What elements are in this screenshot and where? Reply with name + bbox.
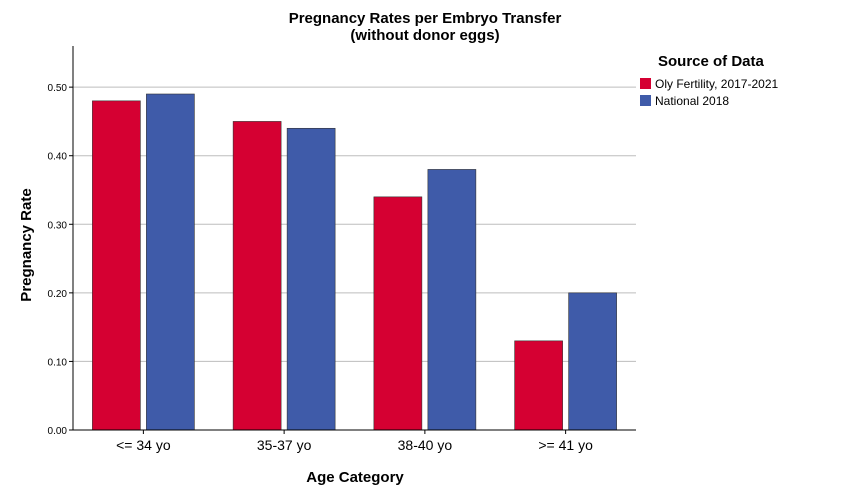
chart-subtitle: (without donor eggs) xyxy=(350,27,499,44)
x-axis-title: Age Category xyxy=(306,469,404,486)
chart-title: Pregnancy Rates per Embryo Transfer xyxy=(289,10,562,27)
y-tick-labels: 0.00 0.10 0.20 0.30 0.40 0.50 xyxy=(48,83,73,437)
y-tick-label: 0.40 xyxy=(48,152,68,163)
bar-national-2018-4 xyxy=(568,292,617,431)
y-tick-label: 0.30 xyxy=(48,220,68,231)
bar-national-2018-2 xyxy=(286,127,336,431)
x-tick-labels: <= 34 yo 35-37 yo 38-40 yo >= 41 yo xyxy=(116,430,593,453)
x-tick-label: <= 34 yo xyxy=(116,437,171,453)
y-tick-label: 0.10 xyxy=(48,357,68,368)
legend-label: Oly Fertility, 2017-2021 xyxy=(655,77,778,91)
legend-swatch xyxy=(640,78,651,89)
legend-label: National 2018 xyxy=(655,94,729,108)
x-tick-label: >= 41 yo xyxy=(538,437,593,453)
y-tick-label: 0.00 xyxy=(48,426,68,437)
x-tick-label: 35-37 yo xyxy=(257,437,312,453)
bar-oly-fertility-4 xyxy=(514,340,563,431)
y-tick-label: 0.20 xyxy=(48,289,68,300)
bar-oly-fertility-1 xyxy=(92,100,141,431)
bar-national-2018-3 xyxy=(427,169,477,431)
legend-swatch xyxy=(640,95,651,106)
y-axis-title: Pregnancy Rate xyxy=(18,188,35,301)
bar-oly-fertility-2 xyxy=(232,121,282,431)
bars xyxy=(92,93,617,431)
bar-oly-fertility-3 xyxy=(373,196,423,431)
x-tick-label: 38-40 yo xyxy=(398,437,453,453)
bar-national-2018-1 xyxy=(146,93,195,431)
legend: Source of Data Oly Fertility, 2017-2021 N… xyxy=(640,53,778,108)
legend-title: Source of Data xyxy=(658,53,765,70)
y-tick-label: 0.50 xyxy=(48,83,68,94)
